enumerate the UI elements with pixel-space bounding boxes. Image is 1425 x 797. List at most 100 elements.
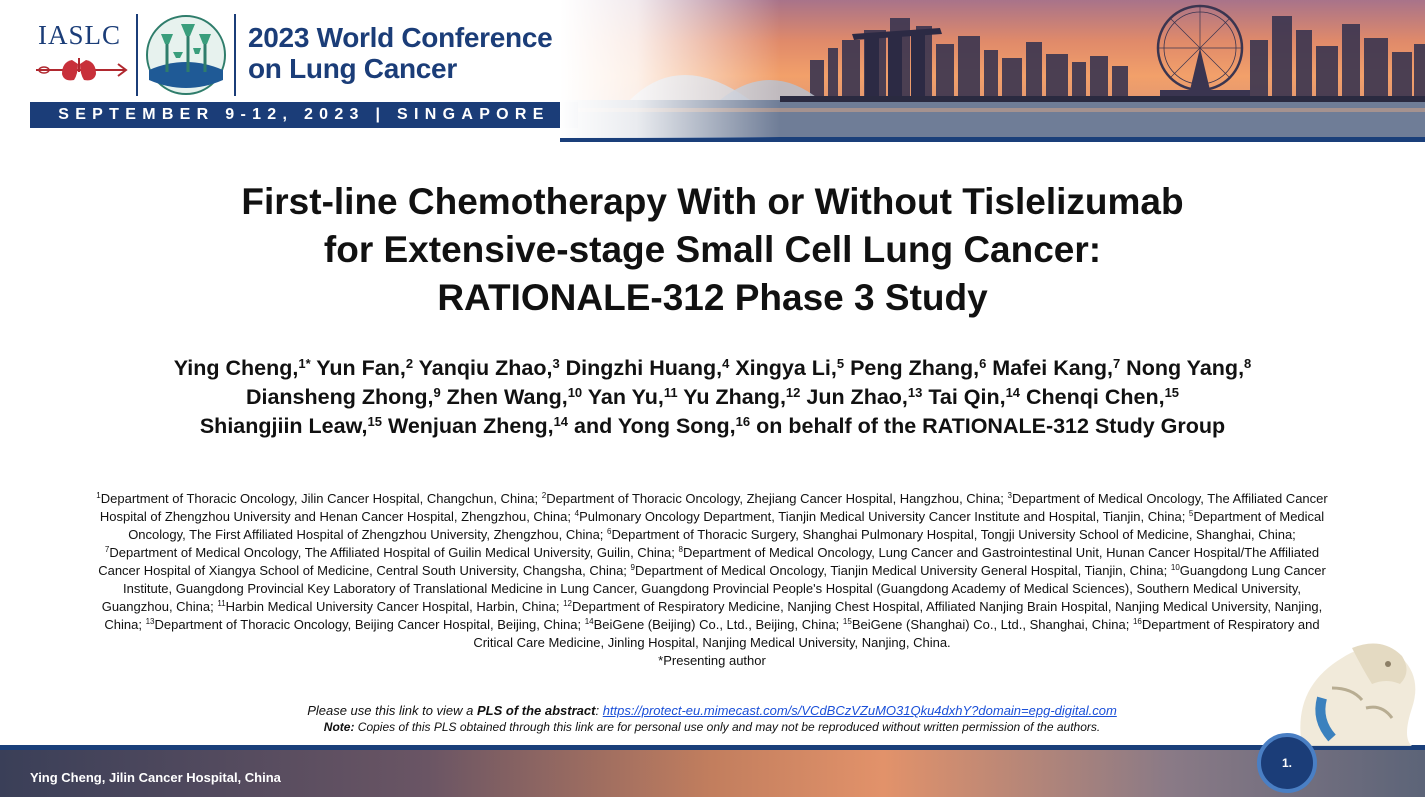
author-name: Yun Fan, xyxy=(310,356,406,380)
affiliation-text: Department of Thoracic Oncology, Jilin C… xyxy=(100,491,542,506)
affiliation-text: BeiGene (Beijing) Co., Ltd., Beijing, Ch… xyxy=(593,617,843,632)
pls-link-line: Please use this link to view a PLS of th… xyxy=(200,702,1224,719)
logo-divider xyxy=(136,14,138,96)
affiliation-number: 5 xyxy=(1188,509,1194,518)
author-affiliation-number: 2 xyxy=(405,356,414,371)
supertree-garden-icon xyxy=(143,14,229,101)
presenting-author-note: *Presenting author xyxy=(658,653,766,668)
presenter-credit: Ying Cheng, Jilin Cancer Hospital, China xyxy=(30,770,281,785)
affiliation-text: Department of Thoracic Oncology, Zhejian… xyxy=(546,491,1008,506)
author-affiliation-number: 3 xyxy=(552,356,560,371)
affiliation-number: 13 xyxy=(145,617,155,626)
poster-title: First-line Chemotherapy With or Without … xyxy=(120,178,1305,322)
affiliation-number: 1 xyxy=(96,491,101,500)
merlion-icon xyxy=(1262,628,1425,751)
affiliation-text: Harbin Medical University Cancer Hospita… xyxy=(225,599,564,614)
author-name: Peng Zhang, xyxy=(844,356,980,380)
footer-band xyxy=(0,750,1425,797)
affiliation-number: 8 xyxy=(678,545,683,554)
author-affiliation-number: 12 xyxy=(785,385,801,400)
affiliations: 1Department of Thoracic Oncology, Jilin … xyxy=(96,490,1328,670)
affiliation-text: Department of Thoracic Surgery, Shanghai… xyxy=(611,527,1296,542)
author-name: Dingzhi Huang, xyxy=(559,356,723,380)
author-affiliation-number: 14 xyxy=(1005,385,1021,400)
affiliation-number: 3 xyxy=(1007,491,1012,500)
author-affiliation-number: 8 xyxy=(1244,356,1252,371)
author-name: Yu Zhang, xyxy=(677,385,786,409)
affiliation-text: Department of Medical Oncology, Lung Can… xyxy=(98,545,1320,578)
author-name: Zhen Wang, xyxy=(440,385,568,409)
singapore-skyline-image xyxy=(560,0,1425,138)
author-name: Jun Zhao, xyxy=(800,385,908,409)
affiliation-text: Department of Medical Oncology, The Affi… xyxy=(109,545,679,560)
affiliation-text: Department of Medical Oncology, The Affi… xyxy=(99,491,1328,524)
title-divider xyxy=(234,14,236,96)
pls-colon: : xyxy=(595,703,603,718)
affiliation-text: Department of Respiratory and Critical C… xyxy=(473,617,1320,650)
pls-abstract-link[interactable]: https://protect-eu.mimecast.com/s/VCdBCz… xyxy=(602,703,1117,718)
author-name: on behalf of the RATIONALE-312 Study Gro… xyxy=(750,414,1226,438)
conference-title-line2: on Lung Cancer xyxy=(248,53,457,84)
conference-title-line1: 2023 World Conference xyxy=(248,22,553,53)
date-location-bar: SEPTEMBER 9-12, 2023 | SINGAPORE xyxy=(30,102,578,128)
affiliation-text: Pulmonary Oncology Department, Tianjin M… xyxy=(579,509,1189,524)
lung-logo-icon xyxy=(34,56,128,91)
pls-note-text: Copies of this PLS obtained through this… xyxy=(354,720,1101,734)
author-affiliation-number: 16 xyxy=(735,414,751,429)
author-name: Mafei Kang, xyxy=(986,356,1113,380)
author-affiliation-number: 15 xyxy=(1164,385,1180,400)
header-divider-line xyxy=(560,137,1425,142)
pls-bold-text: PLS of the abstract xyxy=(477,703,596,718)
author-affiliation-number: 13 xyxy=(907,385,923,400)
affiliation-number: 11 xyxy=(217,599,226,608)
author-affiliation-number: 5 xyxy=(836,356,845,371)
conference-title: 2023 World Conference on Lung Cancer xyxy=(248,22,553,84)
affiliation-text: Department of Medical Oncology, The Firs… xyxy=(128,509,1325,542)
author-affiliation-number: 11 xyxy=(663,385,678,400)
author-affiliation-number: 14 xyxy=(553,414,569,429)
affiliation-text: Department of Thoracic Oncology, Beijing… xyxy=(154,617,585,632)
affiliation-number: 4 xyxy=(574,509,580,518)
author-affiliation-number: 4 xyxy=(722,356,730,371)
pls-copyright-note: Note: Copies of this PLS obtained throug… xyxy=(200,719,1224,736)
conference-header: IASLC xyxy=(0,0,1425,142)
author-name: Ying Cheng, xyxy=(173,356,299,380)
author-name: Shiangjiin Leaw, xyxy=(199,414,368,438)
author-affiliation-number: 7 xyxy=(1112,356,1121,371)
author-affiliation-number: 6 xyxy=(979,356,987,371)
author-name: Tai Qin, xyxy=(922,385,1006,409)
pls-prefix: Please use this link to view a xyxy=(307,703,477,718)
affiliation-list: 1Department of Thoracic Oncology, Jilin … xyxy=(96,491,1327,650)
footer-divider-line xyxy=(0,745,1425,750)
author-affiliation-number: 15 xyxy=(367,414,382,429)
author-name: Chenqi Chen, xyxy=(1020,385,1165,409)
author-name: Xingya Li, xyxy=(729,356,837,380)
poster-title-line2: for Extensive-stage Small Cell Lung Canc… xyxy=(323,229,1102,270)
author-affiliation-number: 9 xyxy=(433,385,441,400)
author-affiliation-number: 10 xyxy=(567,385,583,400)
author-name: Diansheng Zhong, xyxy=(245,385,434,409)
pls-section: Please use this link to view a PLS of th… xyxy=(200,702,1224,736)
author-name: Yan Yu, xyxy=(582,385,664,409)
affiliation-number: 12 xyxy=(563,599,572,608)
affiliation-number: 10 xyxy=(1170,563,1180,572)
affiliation-number: 14 xyxy=(584,617,594,626)
affiliation-number: 7 xyxy=(104,545,110,554)
author-name: Nong Yang, xyxy=(1120,356,1245,380)
author-name: Yanqiu Zhao, xyxy=(413,356,553,380)
affiliation-number: 6 xyxy=(607,527,612,536)
author-name: Wenjuan Zheng, xyxy=(381,414,554,438)
affiliation-text: Department of Respiratory Medicine, Nanj… xyxy=(104,599,1323,632)
author-name: and Yong Song, xyxy=(568,414,736,438)
affiliation-number: 15 xyxy=(842,617,852,626)
affiliation-number: 9 xyxy=(630,563,635,572)
poster-title-line1: First-line Chemotherapy With or Without … xyxy=(241,181,1184,222)
poster-title-line3: RATIONALE-312 Phase 3 Study xyxy=(437,277,988,318)
affiliation-number: 16 xyxy=(1132,617,1142,626)
pls-note-label: Note: xyxy=(323,720,355,734)
iaslc-logo-text: IASLC xyxy=(38,20,122,50)
affiliation-text: Department of Medical Oncology, Tianjin … xyxy=(634,563,1171,578)
page-number-badge: 1. xyxy=(1257,733,1317,793)
affiliation-text: BeiGene (Shanghai) Co., Ltd., Shanghai, … xyxy=(851,617,1133,632)
author-list: Ying Cheng,1* Yun Fan,2 Yanqiu Zhao,3 Di… xyxy=(90,354,1335,441)
